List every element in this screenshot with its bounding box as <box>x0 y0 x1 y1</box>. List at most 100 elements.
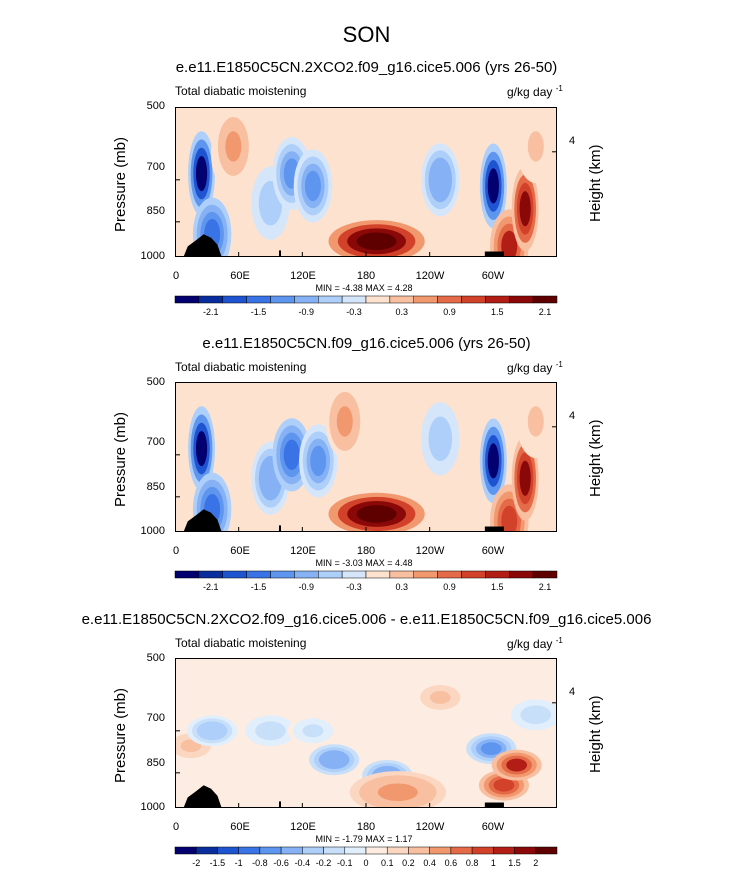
colorbar-label: -0.6 <box>273 858 289 868</box>
colorbar-swatch-2 <box>222 295 247 304</box>
panel-2-x-tick-120e: 120E <box>290 545 316 557</box>
colorbar-swatch-7 <box>323 846 346 855</box>
panel-2-contour-plot <box>175 382 557 532</box>
colorbar-swatch-9 <box>365 846 388 855</box>
colorbar-label: -0.9 <box>299 307 315 317</box>
panel-1-units-label: g/kg day -1 <box>507 84 563 99</box>
colorbar-label: 0.9 <box>443 582 456 592</box>
panel-2-units-label: g/kg day -1 <box>507 360 563 375</box>
contour-band-10-3 <box>506 758 528 772</box>
panel-2-x-tick-0: 0 <box>172 545 180 557</box>
colorbar-swatch-13 <box>485 295 510 304</box>
panel-3-x-tick-60w: 60W <box>481 821 505 833</box>
colorbar-swatch-14 <box>509 295 534 304</box>
colorbar-swatch-8 <box>365 570 391 579</box>
panel-1-y-tick-1000: 1000 <box>140 250 165 262</box>
panel-1-x-tick-120w: 120W <box>415 270 445 282</box>
contour-band-11-3 <box>527 406 544 437</box>
colorbar-swatch-10 <box>413 295 438 304</box>
colorbar-swatch-12 <box>429 846 452 855</box>
contour-band-12-3 <box>527 131 544 162</box>
panel-3-min-max: MIN = -1.79 MAX = 1.17 <box>315 834 413 844</box>
panel-3-units-text: g/kg day <box>507 637 553 651</box>
colorbar-label: -2.1 <box>203 582 219 592</box>
contour-band-5-3 <box>304 170 321 202</box>
panel-1-contour-plot <box>175 107 557 257</box>
colorbar-swatch-8 <box>365 295 391 304</box>
panel-1-variable-label: Total diabatic moistening <box>175 84 307 98</box>
topography-mask-africa <box>183 785 222 808</box>
colorbar-swatch-0 <box>174 846 197 855</box>
colorbar-swatch-6 <box>318 570 343 579</box>
colorbar-swatch-4 <box>270 295 295 304</box>
contour-band-6-3 <box>377 783 418 802</box>
colorbar-swatch-6 <box>302 846 324 855</box>
panel-1-x-tick-180: 180 <box>356 270 376 282</box>
topography-mask-island <box>278 801 281 808</box>
panel-3-y-tick-850: 850 <box>146 757 165 769</box>
contour-band-6-3 <box>432 423 449 454</box>
colorbar-swatch-15 <box>532 295 558 304</box>
panel-3-y-tick-500: 500 <box>146 652 165 664</box>
panel-3-x-tick-0: 0 <box>172 821 180 833</box>
contour-band-3-3 <box>283 439 300 471</box>
panel-3-x-tick-120w: 120W <box>415 821 445 833</box>
colorbar-swatch-13 <box>485 570 510 579</box>
colorbar-label: 0.2 <box>402 858 415 868</box>
colorbar-label: 0.6 <box>445 858 458 868</box>
panel-3-colorbar: -2 -1.5 -1 -0.8 -0.6 -0.4 -0.2 -0.1 0 0.1 0.2 0.4 0.… <box>174 846 558 868</box>
colorbar-label: 2 <box>533 858 538 868</box>
contour-band-2-3 <box>260 724 281 738</box>
colorbar-swatch-9 <box>389 295 414 304</box>
figure-title: SON <box>342 22 391 47</box>
colorbar-swatch-1 <box>198 295 223 304</box>
panel-2-y-tick-500: 500 <box>146 376 165 388</box>
contour-band-7-3 <box>432 164 449 196</box>
panel-2-units-text: g/kg day <box>507 361 553 375</box>
contour-band-7-3 <box>487 443 499 479</box>
panel-1-y2-axis-title: Height (km) <box>587 144 604 222</box>
colorbar-swatch-11 <box>437 570 462 579</box>
panel-2-min-max: MIN = -3.03 MAX = 4.48 <box>315 558 413 568</box>
panel-2-x-tick-120w: 120W <box>415 545 445 557</box>
contour-band-6-3 <box>356 232 397 251</box>
panel-1-y-tick-850: 850 <box>146 205 165 217</box>
panel-3-y-tick-1000: 1000 <box>140 801 165 813</box>
colorbar-label: -0.3 <box>346 582 362 592</box>
panel-2-title: e.e11.E1850C5CN.f09_g16.cice5.006 (yrs 2… <box>202 335 531 352</box>
panel-3-title: e.e11.E1850C5CN.2XCO2.f09_g16.cice5.006 … <box>81 611 652 628</box>
topography-mask-america <box>484 251 504 257</box>
panel-1-x-tick-60w: 60W <box>481 270 505 282</box>
colorbar-label: -1.5 <box>210 858 226 868</box>
topography-mask-island <box>278 525 281 532</box>
colorbar-swatch-12 <box>461 295 486 304</box>
colorbar-label: -0.9 <box>299 582 315 592</box>
panel-1-y2-tick-4: 4 <box>569 135 576 147</box>
colorbar-swatch-11 <box>408 846 430 855</box>
contour-band-8-3 <box>487 168 499 204</box>
colorbar-swatch-9 <box>389 570 414 579</box>
colorbar-label: 2.1 <box>539 582 552 592</box>
colorbar-label: -1.5 <box>251 582 267 592</box>
contour-band-10-3 <box>336 406 353 437</box>
colorbar-label: 1.5 <box>491 582 504 592</box>
colorbar-swatch-7 <box>341 570 367 579</box>
contour-band-9-3 <box>493 778 515 792</box>
colorbar-swatch-12 <box>461 570 486 579</box>
panel-3-y2-axis-title: Height (km) <box>587 695 604 773</box>
contour-band-3-3 <box>302 724 324 738</box>
colorbar-swatch-15 <box>532 570 558 579</box>
colorbar-swatch-3 <box>246 295 271 304</box>
colorbar-swatch-17 <box>535 846 558 855</box>
colorbar-label: 1.5 <box>508 858 521 868</box>
colorbar-swatch-2 <box>217 846 239 855</box>
topography-mask-africa <box>183 234 222 257</box>
topography-mask-america <box>484 526 504 532</box>
colorbar-label: -0.2 <box>316 858 332 868</box>
contour-band-10-3 <box>519 191 531 227</box>
panel-2-y-tick-700: 700 <box>146 436 165 448</box>
colorbar-label: 0.8 <box>466 858 479 868</box>
colorbar-swatch-0 <box>174 570 200 579</box>
panel-1-x-tick-120e: 120E <box>290 270 316 282</box>
panel-1-x-tick-0: 0 <box>172 270 180 282</box>
